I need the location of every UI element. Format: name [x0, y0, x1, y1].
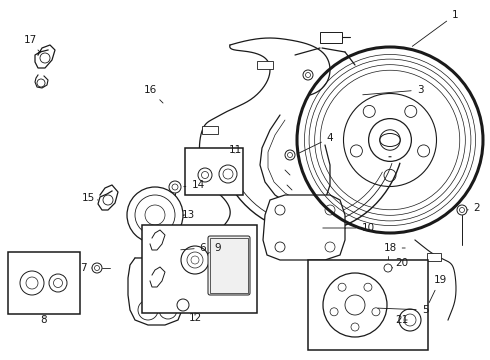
Text: 16: 16 — [144, 85, 163, 103]
Text: 14: 14 — [184, 180, 205, 190]
Text: 11: 11 — [228, 145, 242, 155]
Circle shape — [145, 205, 165, 225]
Circle shape — [345, 295, 365, 315]
Bar — [427, 253, 441, 261]
Text: 2: 2 — [467, 203, 480, 213]
Bar — [210, 238, 248, 293]
Text: 21: 21 — [395, 315, 409, 325]
Circle shape — [49, 274, 67, 292]
Circle shape — [181, 246, 209, 274]
Text: 15: 15 — [81, 193, 98, 203]
Text: 12: 12 — [188, 313, 201, 323]
Polygon shape — [128, 258, 188, 325]
Circle shape — [219, 165, 237, 183]
Bar — [142, 225, 257, 313]
Bar — [202, 126, 218, 134]
Text: 10: 10 — [323, 223, 374, 233]
Text: 1: 1 — [412, 10, 458, 46]
Circle shape — [323, 273, 387, 337]
Circle shape — [26, 277, 38, 289]
Bar — [8, 252, 80, 314]
Bar — [308, 260, 428, 350]
Bar — [257, 61, 273, 69]
Circle shape — [53, 279, 63, 288]
Circle shape — [127, 187, 183, 243]
Text: 6: 6 — [181, 243, 206, 253]
Text: 9: 9 — [207, 243, 221, 254]
Circle shape — [177, 299, 189, 311]
Polygon shape — [263, 195, 345, 260]
Circle shape — [135, 195, 175, 235]
Circle shape — [20, 271, 44, 295]
FancyBboxPatch shape — [208, 236, 250, 295]
Circle shape — [187, 252, 203, 268]
Text: 17: 17 — [24, 35, 40, 53]
Bar — [185, 148, 243, 195]
Text: 18: 18 — [383, 243, 405, 253]
Text: 8: 8 — [41, 315, 48, 325]
Circle shape — [159, 301, 177, 319]
Text: 20: 20 — [392, 258, 409, 268]
Text: 5: 5 — [378, 305, 428, 315]
Text: 19: 19 — [429, 275, 446, 302]
Circle shape — [198, 168, 212, 182]
Text: 4: 4 — [297, 133, 333, 154]
Circle shape — [399, 309, 421, 331]
Text: 13: 13 — [181, 210, 195, 220]
Text: 7: 7 — [80, 263, 92, 273]
Text: 3: 3 — [363, 85, 423, 95]
Circle shape — [138, 300, 158, 320]
Bar — [320, 32, 342, 43]
